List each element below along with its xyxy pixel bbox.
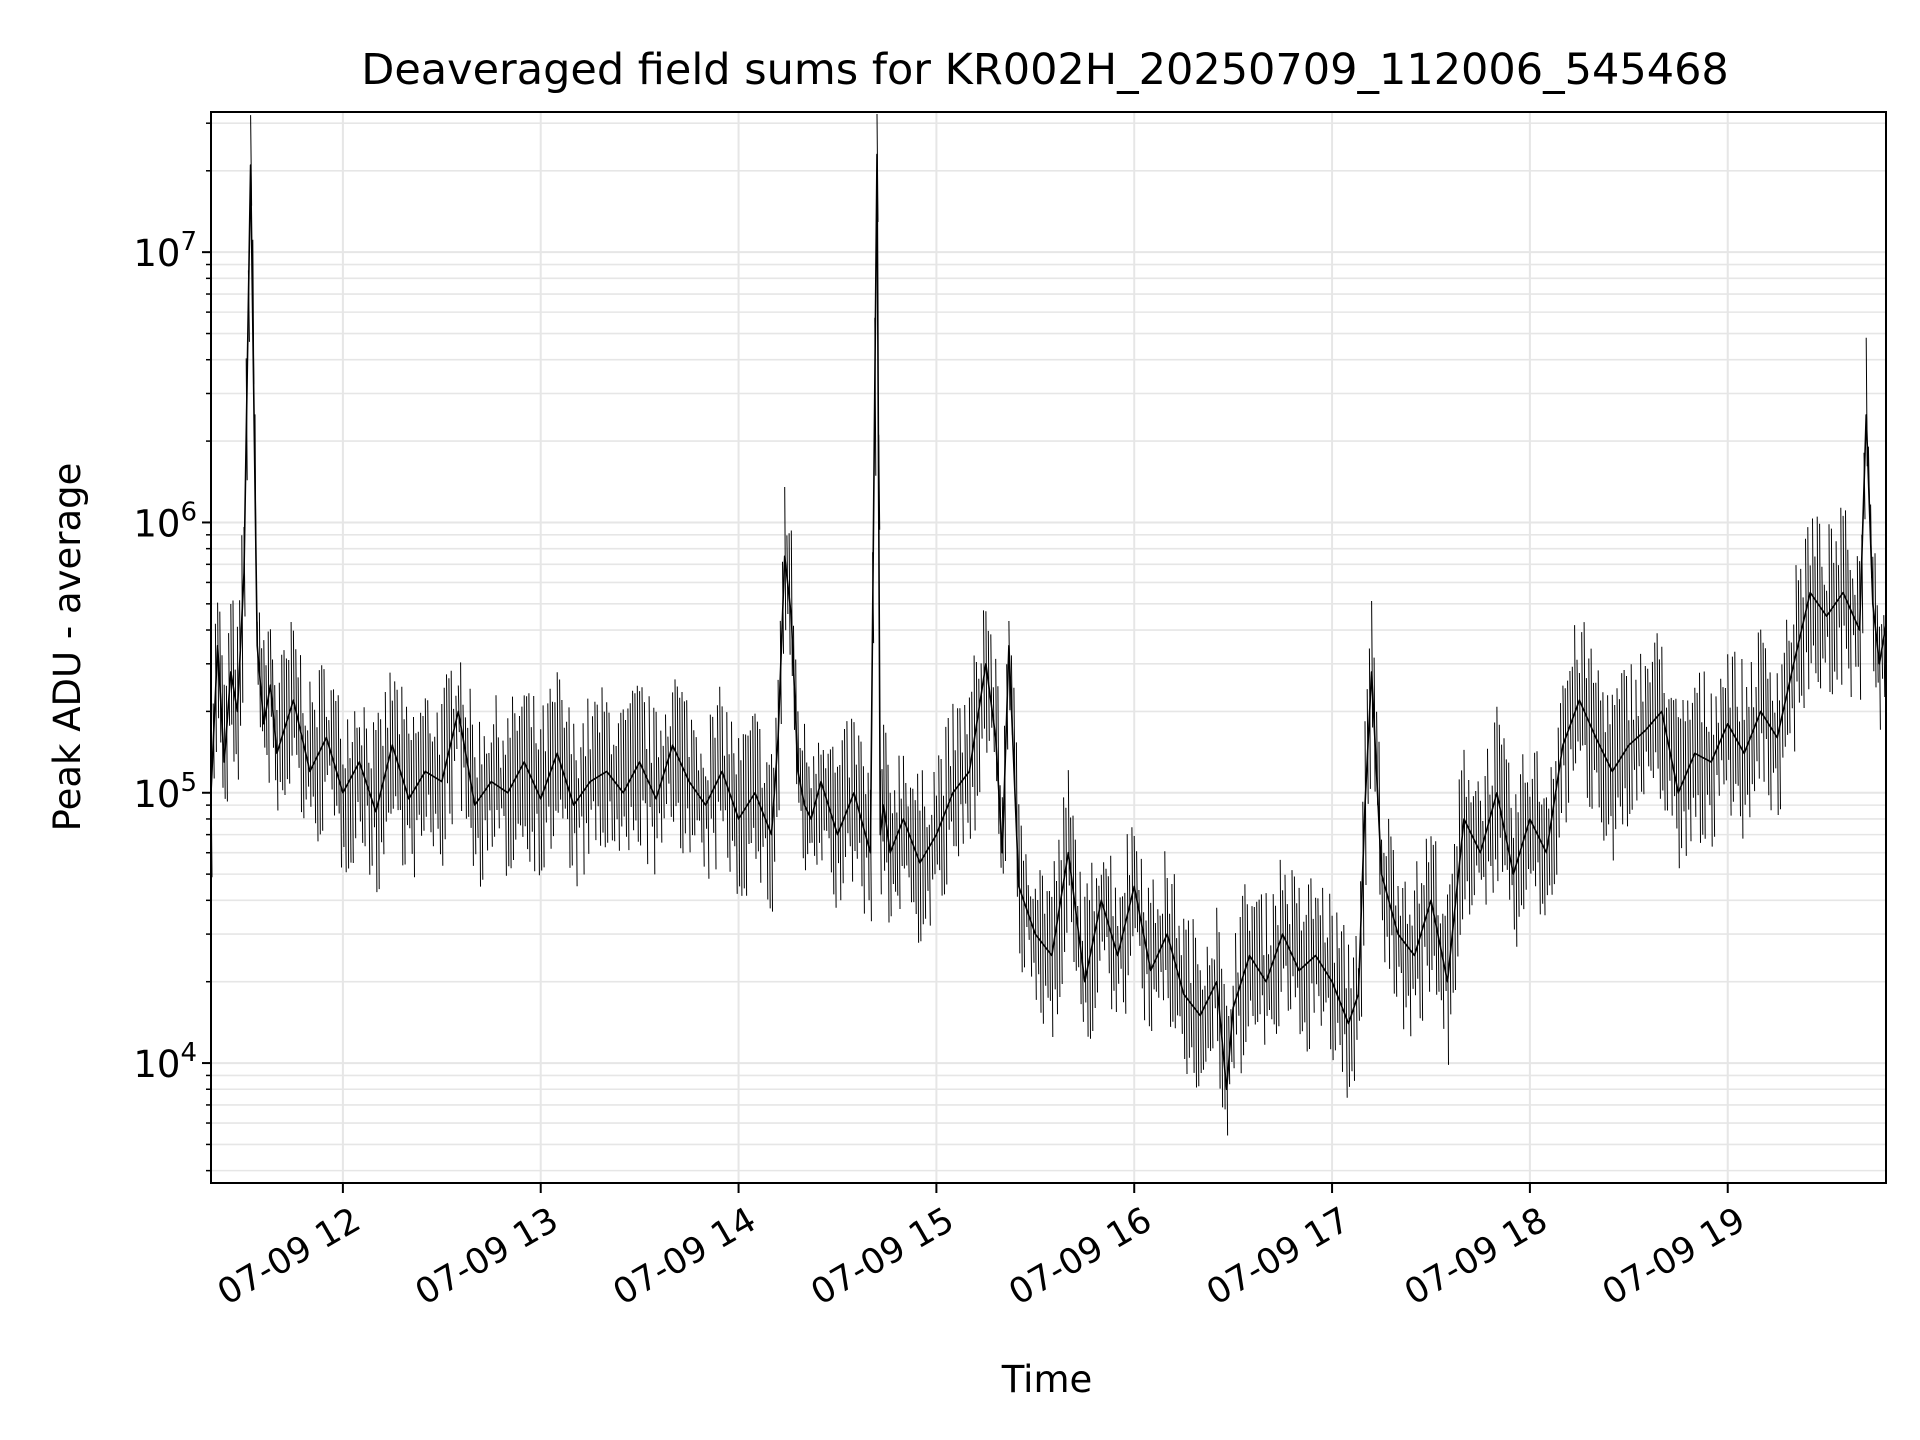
y-axis-label: Peak ADU - average: [46, 463, 89, 832]
y-tick-exponent: 6: [180, 497, 197, 527]
y-tick-label: 107: [133, 227, 197, 275]
y-tick-label: 106: [133, 497, 197, 545]
y-tick-label: 104: [133, 1038, 197, 1086]
y-tick-base: 10: [133, 502, 180, 545]
y-tick-exponent: 5: [180, 768, 197, 798]
plot-area-frame: [210, 111, 1887, 1184]
y-tick-base: 10: [133, 232, 180, 275]
x-axis-label: Time: [1001, 1358, 1093, 1401]
y-tick-base: 10: [133, 773, 180, 816]
y-tick-label: 105: [133, 768, 197, 816]
y-tick-exponent: 4: [180, 1038, 197, 1068]
grid-lines: [211, 112, 1886, 1183]
y-tick-base: 10: [133, 1043, 180, 1086]
y-tick-exponent: 7: [180, 227, 197, 257]
chart-title: Deaveraged field sums for KR002H_2025070…: [361, 45, 1729, 95]
